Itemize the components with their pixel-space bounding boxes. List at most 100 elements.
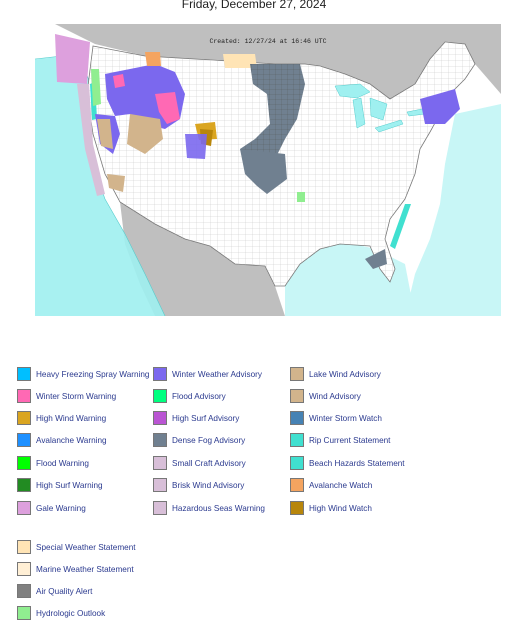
- legend-swatch: [17, 584, 31, 598]
- small-craft-area[interactable]: [77, 84, 105, 196]
- legend-item[interactable]: Hazardous Seas Warning: [153, 500, 265, 516]
- legend-item[interactable]: Brisk Wind Advisory: [153, 477, 244, 493]
- legend-swatch: [17, 367, 31, 381]
- winter-weather-advisory-ne[interactable]: [420, 89, 460, 124]
- legend-label: Beach Hazards Statement: [309, 458, 405, 468]
- legend-swatch: [17, 540, 31, 554]
- legend-swatch: [17, 389, 31, 403]
- legend-item[interactable]: Wind Advisory: [290, 388, 361, 404]
- legend-swatch: [290, 411, 304, 425]
- gale-warning-area[interactable]: [55, 34, 90, 84]
- legend-label: Winter Weather Advisory: [172, 369, 262, 379]
- legend-label: Lake Wind Advisory: [309, 369, 381, 379]
- legend-item[interactable]: High Wind Warning: [17, 410, 106, 426]
- legend-swatch: [153, 501, 167, 515]
- legend-label: Special Weather Statement: [36, 542, 136, 552]
- legend-label: High Surf Advisory: [172, 413, 240, 423]
- us-hazard-map[interactable]: Created: 12/27/24 at 16:46 UTC: [35, 24, 501, 316]
- hydrologic-outlook-area[interactable]: [91, 69, 101, 106]
- legend-item[interactable]: Marine Weather Statement: [17, 561, 134, 577]
- legend-label: Brisk Wind Advisory: [172, 480, 245, 490]
- legend-label: Small Craft Advisory: [172, 458, 246, 468]
- legend-item[interactable]: Lake Wind Advisory: [290, 366, 381, 382]
- legend-swatch: [17, 411, 31, 425]
- legend-label: High Wind Warning: [36, 413, 107, 423]
- dense-fog-county-lines: [240, 64, 305, 164]
- legend-label: Hazardous Seas Warning: [172, 503, 265, 513]
- legend-swatch: [290, 478, 304, 492]
- legend-item[interactable]: Flood Advisory: [153, 388, 226, 404]
- legend-label: Avalanche Watch: [309, 480, 373, 490]
- legend-item[interactable]: High Wind Watch: [290, 500, 372, 516]
- legend-label: Dense Fog Advisory: [172, 435, 246, 445]
- legend-item[interactable]: High Surf Advisory: [153, 410, 239, 426]
- legend-label: Winter Storm Watch: [309, 413, 382, 423]
- legend-item[interactable]: Winter Storm Warning: [17, 388, 116, 404]
- legend-label: Marine Weather Statement: [36, 564, 134, 574]
- legend-label: Rip Current Statement: [309, 435, 391, 445]
- legend-item[interactable]: High Surf Warning: [17, 477, 103, 493]
- legend-swatch: [17, 456, 31, 470]
- legend-label: Hydrologic Outlook: [36, 608, 106, 618]
- legend-label: High Surf Warning: [36, 480, 103, 490]
- legend-item[interactable]: Heavy Freezing Spray Warning: [17, 366, 149, 382]
- legend-swatch: [290, 456, 304, 470]
- lake-superior: [334, 83, 371, 99]
- pacific-marine-zones: [35, 54, 165, 316]
- legend-swatch: [153, 411, 167, 425]
- flood-advisory-area[interactable]: [297, 192, 305, 202]
- legend-item[interactable]: Air Quality Alert: [17, 583, 92, 599]
- legend-item[interactable]: Avalanche Warning: [17, 432, 107, 448]
- lake-huron: [369, 97, 388, 121]
- legend-swatch: [17, 478, 31, 492]
- atlantic-marine-zones: [405, 104, 501, 316]
- legend-label: Gale Warning: [36, 503, 86, 513]
- mexico-land: [120, 202, 285, 316]
- legend-item[interactable]: Rip Current Statement: [290, 432, 390, 448]
- lake-erie: [374, 119, 404, 133]
- legend-item[interactable]: Gale Warning: [17, 500, 86, 516]
- legend-item[interactable]: Dense Fog Advisory: [153, 432, 245, 448]
- wind-advisory-area-so[interactable]: [107, 174, 125, 192]
- winter-storm-warning-area-2[interactable]: [113, 74, 125, 88]
- map-created-label: Created: 12/27/24 at 16:46 UTC: [209, 38, 326, 45]
- legend-swatch: [17, 606, 31, 620]
- legend-item[interactable]: Avalanche Watch: [290, 477, 372, 493]
- legend-item[interactable]: Beach Hazards Statement: [290, 455, 405, 471]
- avalanche-watch-area[interactable]: [145, 52, 161, 66]
- legend-swatch: [153, 433, 167, 447]
- dense-fog-advisory-area-fl[interactable]: [365, 249, 387, 269]
- legend-label: Flood Warning: [36, 458, 89, 468]
- winter-storm-warning-area[interactable]: [155, 92, 180, 124]
- legend-label: Wind Advisory: [309, 391, 361, 401]
- legend-label: High Wind Watch: [309, 503, 372, 513]
- legend-swatch: [153, 456, 167, 470]
- legend-swatch: [17, 562, 31, 576]
- legend-swatch: [290, 433, 304, 447]
- legend-label: Winter Storm Warning: [36, 391, 117, 401]
- legend-item[interactable]: Special Weather Statement: [17, 539, 136, 555]
- legend-label: Avalanche Warning: [36, 435, 107, 445]
- page-date: Friday, December 27, 2024: [181, 0, 327, 11]
- legend-swatch: [17, 433, 31, 447]
- lake-michigan: [352, 97, 366, 129]
- wind-advisory-area[interactable]: [127, 114, 163, 154]
- legend-item[interactable]: Flood Warning: [17, 455, 89, 471]
- legend-swatch: [153, 478, 167, 492]
- rip-current-area[interactable]: [390, 204, 411, 249]
- legend-swatch: [290, 501, 304, 515]
- wind-advisory-area-ca[interactable]: [97, 119, 113, 149]
- legend-swatch: [153, 367, 167, 381]
- legend-item[interactable]: Small Craft Advisory: [153, 455, 246, 471]
- legend-label: Heavy Freezing Spray Warning: [36, 369, 150, 379]
- map-canvas: Created: 12/27/24 at 16:46 UTC: [35, 24, 501, 316]
- special-weather-statement-area[interactable]: [223, 54, 257, 68]
- legend-item[interactable]: Winter Storm Watch: [290, 410, 382, 426]
- dense-fog-advisory-area-south[interactable]: [240, 149, 287, 194]
- canada-land: [55, 24, 501, 99]
- colorado-advisory-area[interactable]: [185, 134, 207, 159]
- legend-item[interactable]: Hydrologic Outlook: [17, 605, 105, 621]
- legend-item[interactable]: Winter Weather Advisory: [153, 366, 262, 382]
- legend-swatch: [290, 389, 304, 403]
